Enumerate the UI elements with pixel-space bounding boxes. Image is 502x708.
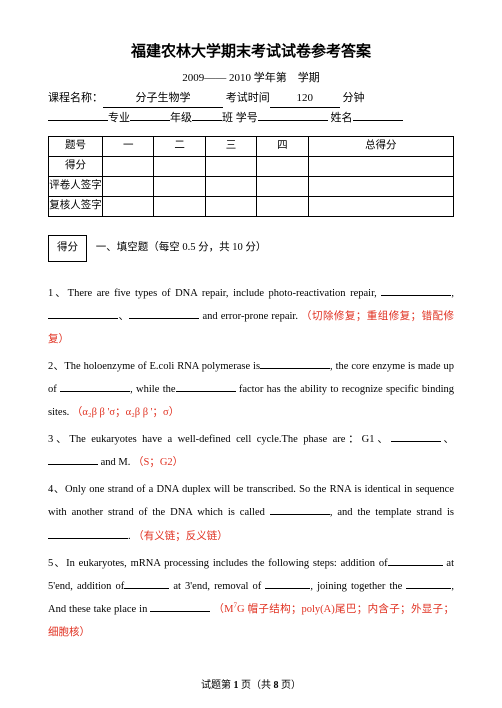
- year-dash: ——: [204, 72, 226, 84]
- score-header-row: 题号 一 二 三 四 总得分: [49, 136, 454, 156]
- time-value: 120: [270, 90, 340, 109]
- footer-a: 试题第: [201, 680, 234, 691]
- score-col-0: 题号: [49, 136, 103, 156]
- time-unit: 分钟: [343, 92, 365, 104]
- major-label: 专业: [108, 112, 130, 124]
- blank-grade: [130, 120, 170, 121]
- q5-text-c: at 3'end, removal of: [169, 581, 265, 592]
- footer-b: 页（共: [239, 680, 274, 691]
- blank-class: [192, 120, 222, 121]
- q5-text-d: , joining together the: [310, 581, 406, 592]
- q3-answer: （S；G2）: [133, 457, 183, 468]
- score-col-4: 四: [257, 136, 308, 156]
- q1: 1、There are five types of DNA repair, in…: [48, 282, 454, 351]
- q4-text-b: , and the template strand is: [330, 507, 454, 518]
- section-1-header: 得分 一、填空题（每空 0.5 分，共 10 分）: [48, 235, 454, 262]
- score-col-2: 二: [154, 136, 205, 156]
- footer-c: 页）: [279, 680, 302, 691]
- q2: 2、The holoenzyme of E.coli RNA polymeras…: [48, 355, 454, 424]
- q1-text-a: 1、There are five types of DNA repair, in…: [48, 288, 381, 299]
- score-table: 题号 一 二 三 四 总得分 得分 评卷人签字 复核人签字: [48, 136, 454, 217]
- blank-sid: [258, 120, 328, 121]
- q4-answer: （有义链；反义链）: [133, 531, 228, 542]
- grade-label: 年级: [170, 112, 192, 124]
- row-label-2: 复核人签字: [49, 196, 103, 216]
- blank-major: [48, 120, 108, 121]
- score-col-5: 总得分: [308, 136, 453, 156]
- q5: 5、In eukaryotes, mRNA processing include…: [48, 552, 454, 644]
- name-label: 姓名: [331, 112, 353, 124]
- sid-label: 学号: [236, 112, 258, 124]
- score-row-2: 复核人签字: [49, 196, 454, 216]
- section-1-label: 一、填空题（每空 0.5 分，共 10 分）: [96, 240, 267, 257]
- class-label: 班: [222, 112, 233, 124]
- score-row-1: 评卷人签字: [49, 176, 454, 196]
- question-body: 1、There are five types of DNA repair, in…: [48, 282, 454, 644]
- row-label-1: 评卷人签字: [49, 176, 103, 196]
- row-label-0: 得分: [49, 156, 103, 176]
- score-col-3: 三: [205, 136, 256, 156]
- course-label: 课程名称：: [48, 92, 103, 104]
- q2-text-a: 2、The holoenzyme of E.coli RNA polymeras…: [48, 361, 260, 372]
- page-footer: 试题第 1 页（共 8 页）: [0, 678, 502, 694]
- q1-text-b: and error-prone repair.: [199, 311, 301, 322]
- q3: 3、The eukaryotes have a well-defined cel…: [48, 428, 454, 474]
- page-title: 福建农林大学期末考试试卷参考答案: [48, 40, 454, 64]
- semester-line: 2009—— 2010 学年第 学期: [48, 70, 454, 88]
- q3-text-a: 3、The eukaryotes have a well-defined cel…: [48, 434, 391, 445]
- form-row-1: 课程名称：分子生物学 考试时间120 分钟: [48, 90, 454, 109]
- q5-text-a: 5、In eukaryotes, mRNA processing include…: [48, 558, 388, 569]
- q3-text-b: 、: [441, 434, 454, 445]
- time-label: 考试时间: [226, 92, 270, 104]
- blank-name: [353, 120, 403, 121]
- year-to: 2010: [229, 72, 251, 84]
- score-row-0: 得分: [49, 156, 454, 176]
- q2-text-c: , while the: [130, 384, 175, 395]
- section-score-box: 得分: [48, 235, 87, 262]
- q3-text-c: and M.: [98, 457, 133, 468]
- course-value: 分子生物学: [103, 90, 223, 109]
- q2-answer: （α₂β β 'σ；α₂β β '；σ）: [72, 407, 179, 418]
- year-from: 2009: [182, 72, 204, 84]
- form-row-2: 专业 年级 班 学号 姓名: [48, 110, 454, 128]
- semester-label: 学年第 学期: [254, 72, 320, 84]
- score-col-1: 一: [103, 136, 154, 156]
- q4: 4、Only one strand of a DNA duplex will b…: [48, 478, 454, 547]
